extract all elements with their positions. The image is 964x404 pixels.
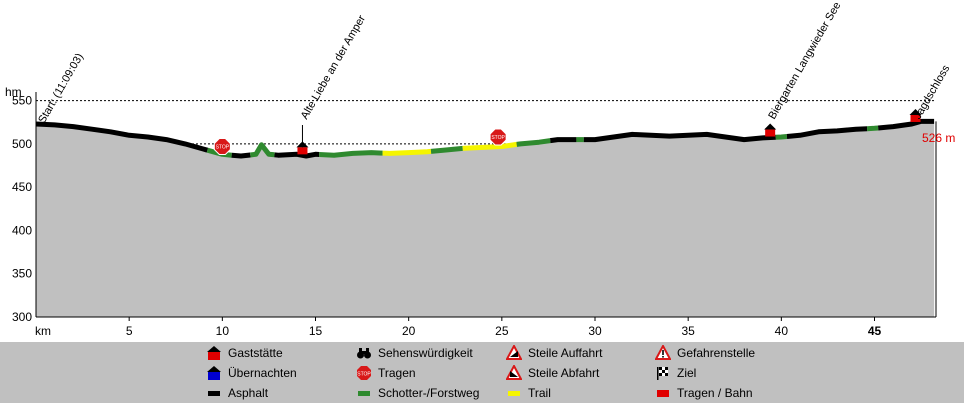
- carry-train-swatch: [655, 385, 671, 401]
- stop-octagon: [489, 128, 507, 146]
- asphalt-swatch: [206, 385, 222, 401]
- stop-octagon: [213, 138, 231, 156]
- elevation-area: [36, 121, 935, 318]
- finish-flag-icon: [655, 365, 671, 381]
- legend-label: Tragen: [378, 366, 416, 380]
- surface-segment-asphalt: [877, 118, 935, 131]
- legend-item-uebernachten: Übernachten: [206, 364, 297, 382]
- surface-segment-gravel: [319, 150, 383, 158]
- legend-item-gefahrenstelle: Gefahrenstelle: [654, 343, 756, 362]
- legend-label: Steile Auffahrt: [528, 346, 603, 360]
- inn-roof: [909, 108, 922, 115]
- y-tick-label: 300: [12, 310, 32, 324]
- inn-body: [910, 114, 921, 122]
- surface-segment-gravel: [866, 125, 879, 132]
- waypoint-label: Alte Liebe an der Amper: [299, 13, 369, 121]
- waypoint-label: Start: (11:09:03): [36, 51, 86, 125]
- surface-segment-trail: [382, 148, 432, 156]
- y-tick-label: 400: [12, 223, 32, 237]
- x-tick-label: 40: [775, 324, 789, 338]
- gravel-swatch: [356, 385, 372, 401]
- legend-item-steile-abfahrt: Steile Abfahrt: [505, 363, 600, 382]
- legend-label: Schotter-/Forstweg: [378, 386, 480, 400]
- inn-icon: [206, 345, 222, 361]
- surface-segment-asphalt: [35, 121, 209, 153]
- legend-label: Trail: [528, 386, 551, 400]
- legend-item-schotter: Schotter-/Forstweg: [356, 384, 479, 402]
- inn-roof: [296, 141, 309, 148]
- inn-body: [297, 147, 308, 155]
- waypoint-label: Jagdschloss: [912, 63, 953, 122]
- x-tick-label: 20: [402, 324, 416, 338]
- x-tick-label: 35: [681, 324, 695, 338]
- legend-item-tragen: STOP Tragen: [356, 364, 416, 382]
- waypoint-label: Biergarten Langwieder See: [766, 0, 843, 121]
- legend-label: Tragen / Bahn: [677, 386, 753, 400]
- end-elevation-label: 526 m: [922, 131, 955, 145]
- y-tick-label: 550: [12, 94, 32, 108]
- legend-item-trail: Trail: [506, 384, 551, 402]
- x-tick-label: 25: [495, 324, 509, 338]
- svg-text:STOP: STOP: [357, 372, 371, 378]
- stop-sign-icon: STOP: [356, 365, 372, 381]
- warning-icon: [654, 343, 672, 361]
- x-tick-label: 15: [309, 324, 323, 338]
- x-tick-label: 30: [588, 324, 602, 338]
- stop-sign-icon: STOP: [213, 138, 231, 156]
- surface-segment-gravel: [775, 134, 788, 140]
- inn-icon: [296, 141, 309, 155]
- steep-descent-icon: [505, 363, 523, 381]
- surface-segment-asphalt: [231, 152, 251, 159]
- legend-label: Übernachten: [228, 366, 297, 380]
- axes: 300 350 400 450 500 550 5 10 15 20 25 30 35 40 45: [12, 92, 937, 338]
- stop-text: STOP: [491, 135, 505, 141]
- steep-climb-icon: [505, 343, 523, 361]
- stop-text: STOP: [216, 145, 230, 151]
- legend-item-tragen-bahn: Tragen / Bahn: [655, 384, 753, 402]
- surface-segment-gravel: [516, 138, 551, 147]
- x-tick-label: 45: [868, 324, 882, 338]
- x-tick-label: 5: [126, 324, 133, 338]
- y-tick-label: 450: [12, 180, 32, 194]
- y-tick-label: 350: [12, 267, 32, 281]
- surface-segment-asphalt: [583, 131, 776, 143]
- binoculars-icon: [356, 345, 372, 361]
- inn-icon: [909, 108, 922, 122]
- x-axis-label: km: [35, 324, 51, 338]
- trail-swatch: [506, 385, 522, 401]
- legend-item-asphalt: Asphalt: [206, 384, 268, 402]
- legend-label: Steile Abfahrt: [528, 366, 600, 380]
- inn-icon: [764, 123, 777, 137]
- x-tick-label: 10: [216, 324, 230, 338]
- lodging-icon: [206, 365, 222, 381]
- y-tick-label: 500: [12, 137, 32, 151]
- inn-body: [765, 129, 776, 137]
- legend-label: Gefahrenstelle: [677, 346, 756, 360]
- legend-item-gaststaette: Gaststätte: [206, 344, 283, 362]
- legend-item-steile-auffahrt: Steile Auffahrt: [505, 343, 603, 362]
- legend-label: Asphalt: [228, 386, 269, 400]
- legend-item-sehenswuerdigkeit: Sehenswürdigkeit: [356, 344, 473, 362]
- legend-label: Gaststätte: [228, 346, 283, 360]
- surface-segment-asphalt: [786, 126, 868, 139]
- y-axis-label: hm: [5, 85, 22, 99]
- surface-segment-asphalt: [274, 151, 320, 159]
- surface-segment-asphalt: [549, 137, 577, 144]
- inn-roof: [764, 123, 777, 130]
- legend-label: Sehenswürdigkeit: [378, 346, 473, 360]
- stop-sign-icon: STOP: [489, 128, 507, 146]
- surface-segment-gravel: [430, 145, 463, 154]
- legend: Gaststätte Übernachten Asphalt Sehenswür…: [0, 342, 964, 403]
- elevation-chart: 300 350 400 450 500 550 5 10 15 20 25 30 35 40 45 Star…: [5, 0, 955, 338]
- legend-item-ziel: Ziel: [655, 364, 696, 382]
- legend-label: Ziel: [677, 366, 697, 380]
- surface-segment-trail: [462, 141, 518, 151]
- surface-segments: [35, 118, 935, 159]
- surface-segment-gravel: [249, 142, 275, 158]
